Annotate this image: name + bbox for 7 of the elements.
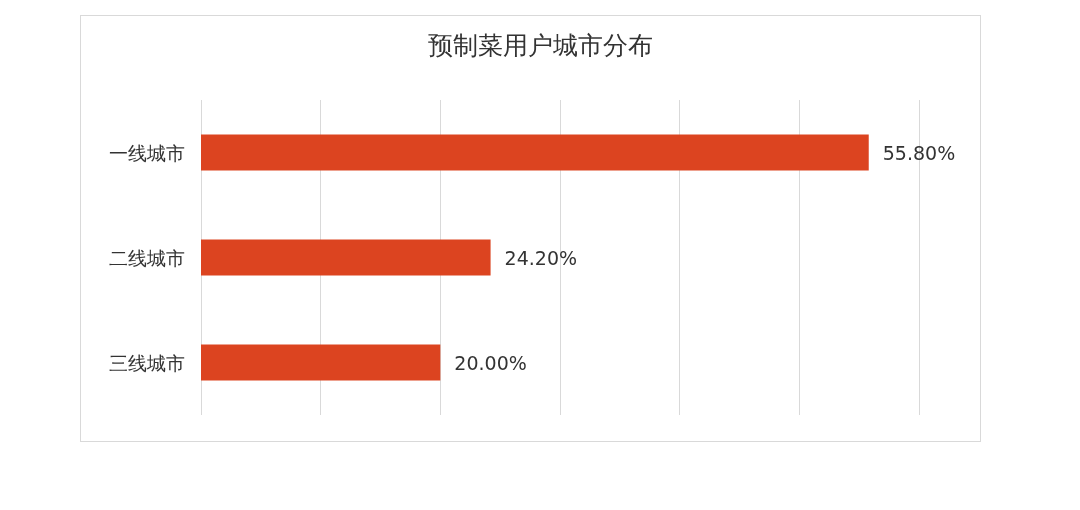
y-tick-label: 三线城市 <box>109 351 185 374</box>
chart-title: 预制菜用户城市分布 <box>427 31 653 60</box>
data-label: 55.80% <box>882 141 956 164</box>
data-label: 24.20% <box>504 246 578 269</box>
data-label: 20.00% <box>454 351 527 374</box>
y-tick-label: 一线城市 <box>109 141 185 164</box>
y-tick-label: 二线城市 <box>109 246 185 269</box>
